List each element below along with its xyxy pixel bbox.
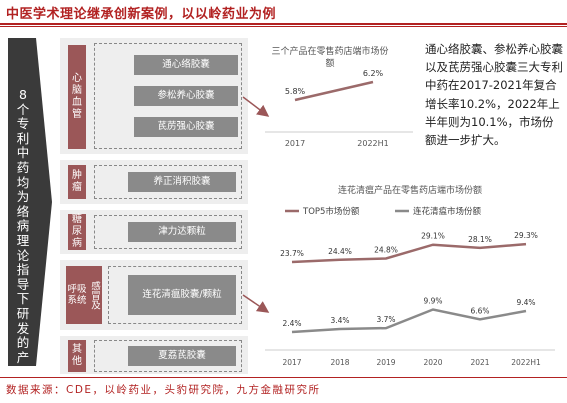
category-diabetes: 糖尿病 (68, 214, 86, 250)
chart1-series-line (294, 80, 374, 102)
chart2-tick-label: 2020 (423, 358, 442, 367)
group-tumor-frame (94, 165, 242, 199)
chart2-data-label: 24.8% (374, 245, 398, 254)
legend-entry: TOP5市场份额 (302, 206, 360, 217)
chart2-tick-label: 2019 (376, 358, 395, 367)
left-panel-label: 8个专利中药均为络病理论指导下研发的产品 (16, 87, 30, 380)
chart2-data-label: 9.4% (516, 298, 535, 307)
page-title: 中医学术理论继承创新案例，以以岭药业为例 (6, 7, 277, 22)
drug-box: 连花清瘟胶囊/颗粒 (128, 275, 236, 315)
chart2-data-label: 3.7% (376, 315, 395, 324)
title-bar: 中医学术理论继承创新案例，以以岭药业为例 (0, 0, 567, 24)
category-cardio: 心脑血管 (68, 45, 86, 149)
chart2-tick-label: 2017 (282, 358, 301, 367)
legend-entry: 连花清瘟市场份额 (413, 206, 482, 217)
drug-box: 夏荔芪胶囊 (128, 346, 236, 366)
chart2-data-label: 29.3% (514, 231, 538, 240)
chart2-data-label: 2.4% (282, 319, 301, 328)
drug-box: 参松养心胶囊 (134, 86, 238, 106)
arrow-cardio (242, 96, 270, 117)
chart2-data-label: 28.1% (468, 235, 492, 244)
description-text: 通心络胶囊、参松养心胶囊以及芪苈强心胶囊三大专利中药在2017-2021年复合增… (425, 42, 563, 148)
chart2: TOP5市场份额 连花清瘟市场份额 23.7% 24.4% 24.8% 29.1% 28.1… (265, 206, 555, 367)
drug-box: 津力达颗粒 (128, 222, 236, 242)
category-respiratory: 呼吸系统 感冒及 (66, 266, 102, 324)
chart2-series-line (291, 308, 527, 334)
title-divider (0, 23, 567, 25)
source-divider (0, 377, 567, 378)
chart2-tick-label: 2021 (470, 358, 489, 367)
category-respiratory-b: 感冒及 (89, 280, 100, 310)
source-text: 数据来源：CDE，以岭药业，头豹研究院，九方金融研究所 (6, 384, 321, 396)
chart2-tick-label: 2018 (330, 358, 349, 367)
chart2-data-label: 23.7% (280, 249, 304, 258)
arrow-respiratory (242, 294, 270, 313)
chart1-title: 三个产品在零售药店端市场份额 (271, 47, 389, 69)
chart2-series-line (291, 242, 527, 264)
chart1-data-label: 6.2% (363, 70, 384, 78)
chart1-tick-label: 2022H1 (357, 139, 388, 148)
chart1-tick-label: 2017 (285, 139, 305, 148)
drug-box: 通心络胶囊 (134, 55, 238, 75)
chart2-data-label: 9.9% (423, 297, 442, 306)
chart1-data-label: 5.8% (285, 87, 306, 96)
category-tumor: 肿瘤 (68, 165, 86, 199)
left-chevron-panel (8, 38, 52, 366)
chart2-data-label: 29.1% (421, 232, 445, 241)
chart2-title: 连花清瘟产品在零售药店端市场份额 (337, 186, 482, 196)
chart1: 5.8% 6.2% 2017 2022H1 (265, 70, 413, 148)
title-divider-thin (0, 26, 567, 27)
group-diabetes-frame (94, 215, 242, 249)
chart2-data-label: 6.6% (470, 306, 489, 315)
drug-box: 养正消积胶囊 (128, 172, 236, 192)
group-respiratory-frame (108, 266, 242, 324)
chevron-arrow-icon (8, 38, 52, 366)
drug-box: 芪苈强心胶囊 (134, 117, 238, 137)
chart2-data-label: 24.4% (328, 247, 352, 256)
category-other: 其他 (68, 340, 86, 372)
chart2-data-label: 3.4% (330, 316, 349, 325)
group-cardio-frame (94, 43, 242, 149)
group-other-frame (94, 340, 242, 372)
chart2-tick-label: 2022H1 (511, 358, 541, 367)
category-respiratory-a: 呼吸系统 (67, 284, 87, 306)
